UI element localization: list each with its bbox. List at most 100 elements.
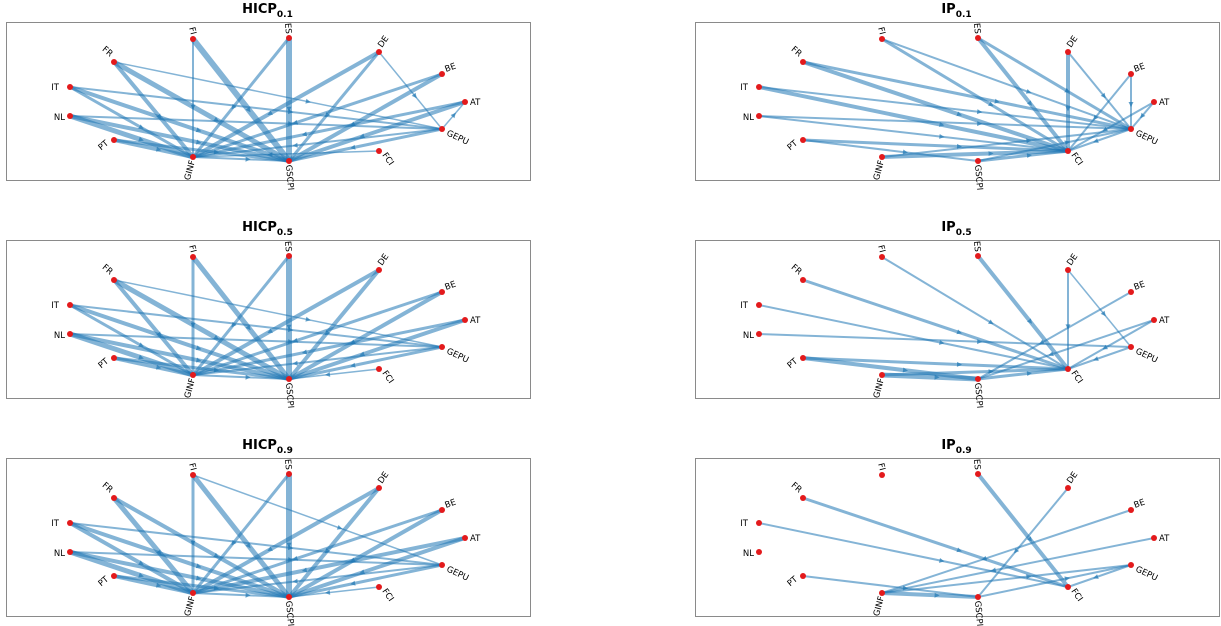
node-fi [190, 254, 196, 260]
edge-arrow-ES-GSCPI [286, 106, 292, 112]
node-fi [190, 36, 196, 42]
edge-NL-GSCPI [69, 114, 290, 163]
node-label-ginf: GINF [872, 159, 887, 181]
edge-DE-GEPU [1067, 269, 1132, 348]
node-label-fr: FR [100, 481, 115, 496]
node-label-it: IT [740, 301, 749, 311]
node-fci [376, 366, 382, 372]
edge-FCI-GSCPI [288, 368, 380, 380]
node-ginf [879, 590, 885, 596]
edge-BE-GSCPI [288, 508, 443, 599]
node-label-at: AT [470, 316, 481, 326]
edge-arrow-DE-GINF [267, 110, 273, 115]
edge-AT-GSCPI [977, 319, 1155, 380]
node-label-gepu: GEPU [445, 347, 470, 366]
panel-title-subscript: 0.9 [276, 446, 293, 456]
node-label-be: BE [444, 498, 458, 511]
node-pt [111, 573, 117, 579]
edge-arrow-FR-FCI [956, 111, 962, 117]
node-es [286, 35, 292, 41]
edge-arrow-GINF-GSCPI [245, 592, 251, 598]
edge-IT-FCI [758, 304, 1069, 370]
node-gepu [439, 562, 445, 568]
edge-arrow-FI-GSCPI [245, 542, 251, 549]
edge-arrow-GEPU-FCI [1093, 356, 1099, 361]
edge-GEPU-FCI [1067, 564, 1132, 588]
node-gscpi [286, 158, 292, 164]
panel-title-ip-01: IP0.1 [897, 2, 1017, 20]
edge-arrow-FI-GINF [190, 104, 196, 110]
node-label-de: DE [376, 34, 391, 50]
node-label-fr: FR [789, 45, 804, 60]
edge-GINF-GSCPI [192, 374, 290, 380]
panel-title-hicp-01: HICP0.1 [208, 2, 328, 20]
node-label-fci: FCI [380, 369, 396, 386]
edge-IT-GINF [69, 303, 194, 377]
edge-PT-GSCPI [802, 575, 979, 598]
node-fi [190, 472, 196, 478]
edge-arrow-GSCPI-GEPU [1064, 140, 1070, 146]
node-label-pt: PT [786, 138, 801, 153]
node-label-fr: FR [789, 263, 804, 278]
panel-network-ip-01: IT FR FI ES DE BE AT GEPU FCI GSCPI GINF PT NL [740, 23, 1170, 191]
node-fi [879, 36, 885, 42]
edge-arrow-BE-FCI [1093, 114, 1099, 121]
node-at [462, 535, 468, 541]
edge-IT-GEPU [69, 86, 443, 130]
edge-GSCPI-FCI [977, 367, 1069, 381]
edge-arrow-NL-GINF [138, 136, 144, 142]
edge-arrow-GEPU-GSCPI [350, 144, 356, 150]
edge-ES-FCI [976, 36, 1070, 153]
node-fci [376, 148, 382, 154]
edge-FR-FCI [802, 496, 1069, 589]
node-label-gscpi: GSCPI [972, 600, 984, 626]
node-at [1151, 535, 1157, 541]
panel-title-main: HICP [242, 220, 277, 235]
edge-AT-GINF [192, 100, 466, 159]
node-it [67, 302, 73, 308]
edge-BE-GSCPI [288, 290, 443, 381]
edge-DE-GSCPI [287, 486, 381, 599]
edge-GSCPI-GEPU [977, 128, 1132, 162]
edge-arrow-GINF-GSCPI [245, 374, 251, 380]
edge-arrow-AT-GINF [301, 349, 308, 355]
edge-NL-GEPU [69, 333, 443, 348]
edge-arrow-BE-GINF [981, 555, 988, 561]
node-at [1151, 99, 1157, 105]
edge-NL-GINF [69, 113, 194, 160]
node-label-fi: FI [875, 26, 887, 36]
node-gscpi [286, 376, 292, 382]
node-label-fci: FCI [380, 587, 396, 604]
edge-IT-GINF [69, 521, 194, 595]
edge-arrow-IT-FCI [938, 557, 945, 563]
node-nl [756, 113, 762, 119]
node-be [439, 289, 445, 295]
node-pt [111, 137, 117, 143]
node-label-be: BE [444, 280, 458, 293]
edge-arrow-DE-GINF [267, 328, 273, 333]
node-it [756, 302, 762, 308]
edge-FCI-GINF [192, 150, 380, 158]
node-label-at: AT [1159, 98, 1170, 108]
node-label-ginf: GINF [872, 377, 887, 399]
edge-IT-FCI [758, 85, 1069, 153]
node-fr [800, 495, 806, 501]
node-label-nl: NL [54, 331, 65, 341]
edge-IT-GSCPI [69, 303, 290, 381]
node-label-fi: FI [186, 244, 198, 254]
node-fci [1065, 148, 1071, 154]
panel-title-ip-09: IP0.9 [897, 438, 1017, 456]
node-label-ginf: GINF [183, 377, 198, 399]
node-gepu [439, 344, 445, 350]
node-label-fci: FCI [1069, 587, 1085, 604]
edge-arrow-PT-GSCPI [902, 585, 908, 591]
panel-title-subscript: 0.1 [955, 10, 972, 20]
node-es [286, 253, 292, 259]
panel-title-hicp-05: HICP0.5 [208, 220, 328, 238]
edge-NL-GINF [69, 331, 194, 378]
node-ginf [879, 372, 885, 378]
edge-PT-GSCPI [113, 138, 290, 163]
node-label-es: ES [971, 23, 982, 35]
edge-arrow-NL-GSCPI [195, 357, 202, 363]
